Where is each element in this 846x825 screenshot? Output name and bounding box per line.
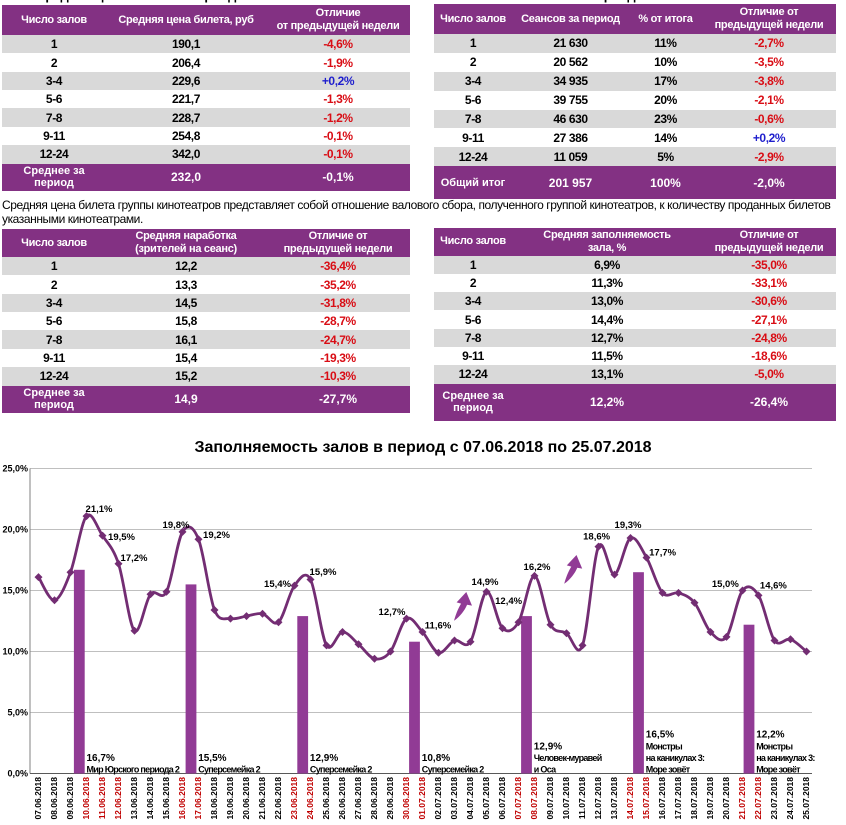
svg-text:19.06.2018: 19.06.2018 — [225, 777, 235, 820]
svg-text:05.07.2018: 05.07.2018 — [481, 777, 491, 820]
svg-text:12,2%: 12,2% — [756, 730, 784, 741]
svg-text:16,5%: 16,5% — [646, 730, 674, 741]
svg-text:Море зовёт: Море зовёт — [756, 765, 801, 775]
svg-text:12.06.2018: 12.06.2018 — [113, 777, 123, 820]
svg-text:10,8%: 10,8% — [422, 753, 450, 764]
svg-text:18.07.2018: 18.07.2018 — [689, 777, 699, 820]
svg-text:28.06.2018: 28.06.2018 — [369, 777, 379, 820]
svg-text:17.07.2018: 17.07.2018 — [673, 777, 683, 820]
svg-text:15,0%: 15,0% — [2, 586, 28, 596]
svg-text:Море зовёт: Море зовёт — [646, 765, 691, 775]
svg-text:12,4%: 12,4% — [495, 596, 522, 607]
svg-text:25.07.2018: 25.07.2018 — [801, 777, 811, 820]
svg-text:19,8%: 19,8% — [163, 520, 190, 531]
svg-text:Суперсемейка 2: Суперсемейка 2 — [310, 765, 372, 775]
svg-text:17,2%: 17,2% — [121, 553, 148, 564]
svg-text:02.07.2018: 02.07.2018 — [433, 777, 443, 820]
svg-text:04.07.2018: 04.07.2018 — [465, 777, 475, 820]
svg-text:16,2%: 16,2% — [524, 562, 551, 573]
svg-text:07.07.2018: 07.07.2018 — [513, 777, 523, 820]
svg-text:13.06.2018: 13.06.2018 — [129, 777, 139, 820]
svg-text:15.06.2018: 15.06.2018 — [161, 777, 171, 820]
svg-text:Суперсемейка 2: Суперсемейка 2 — [422, 765, 484, 775]
svg-text:14,6%: 14,6% — [760, 580, 787, 591]
svg-text:22.06.2018: 22.06.2018 — [273, 777, 283, 820]
svg-text:24.07.2018: 24.07.2018 — [785, 777, 795, 820]
svg-text:17,7%: 17,7% — [649, 548, 676, 559]
svg-text:25.06.2018: 25.06.2018 — [321, 777, 331, 820]
svg-text:26.06.2018: 26.06.2018 — [337, 777, 347, 820]
svg-text:13.07.2018: 13.07.2018 — [609, 777, 619, 820]
svg-text:Суперсемейка 2: Суперсемейка 2 — [198, 765, 260, 775]
svg-text:23.07.2018: 23.07.2018 — [769, 777, 779, 820]
svg-text:15,4%: 15,4% — [264, 579, 291, 590]
svg-text:20,0%: 20,0% — [2, 525, 28, 535]
svg-text:11.06.2018: 11.06.2018 — [97, 777, 107, 819]
svg-text:30.06.2018: 30.06.2018 — [401, 777, 411, 820]
svg-text:23.06.2018: 23.06.2018 — [289, 777, 299, 820]
svg-text:14,9%: 14,9% — [472, 577, 499, 588]
svg-text:08.06.2018: 08.06.2018 — [49, 777, 59, 820]
svg-text:Монстры: Монстры — [756, 741, 793, 751]
svg-text:19,5%: 19,5% — [108, 532, 135, 543]
svg-text:01.07.2018: 01.07.2018 — [417, 777, 427, 820]
svg-text:15,5%: 15,5% — [198, 753, 226, 764]
svg-text:0,0%: 0,0% — [7, 769, 28, 779]
svg-text:07.06.2018: 07.06.2018 — [33, 777, 43, 820]
svg-text:19,2%: 19,2% — [203, 530, 230, 541]
svg-text:Монстры: Монстры — [646, 741, 683, 751]
svg-text:Мир Юрского периода 2: Мир Юрского периода 2 — [87, 765, 180, 775]
svg-text:20.06.2018: 20.06.2018 — [241, 777, 251, 820]
svg-text:29.06.2018: 29.06.2018 — [385, 777, 395, 820]
svg-text:10.07.2018: 10.07.2018 — [561, 777, 571, 820]
svg-text:10.06.2018: 10.06.2018 — [81, 777, 91, 820]
svg-text:и Оса: и Оса — [534, 765, 557, 775]
svg-text:18.06.2018: 18.06.2018 — [209, 777, 219, 820]
svg-text:18,6%: 18,6% — [583, 532, 610, 543]
svg-text:5,0%: 5,0% — [7, 708, 28, 718]
svg-text:25,0%: 25,0% — [2, 464, 28, 474]
svg-text:22.07.2018: 22.07.2018 — [753, 777, 763, 820]
svg-text:21.06.2018: 21.06.2018 — [257, 777, 267, 820]
svg-text:16,7%: 16,7% — [87, 753, 115, 764]
svg-text:11,6%: 11,6% — [425, 621, 452, 632]
svg-text:27.06.2018: 27.06.2018 — [353, 777, 363, 820]
svg-text:15,0%: 15,0% — [712, 579, 739, 590]
svg-text:19.07.2018: 19.07.2018 — [705, 777, 715, 820]
svg-text:Человек-муравей: Человек-муравей — [534, 753, 602, 763]
svg-text:10,0%: 10,0% — [2, 647, 28, 657]
svg-text:21.07.2018: 21.07.2018 — [737, 777, 747, 820]
svg-text:12.07.2018: 12.07.2018 — [593, 777, 603, 820]
svg-text:12,9%: 12,9% — [534, 741, 562, 752]
svg-text:15,9%: 15,9% — [310, 567, 337, 578]
svg-text:08.07.2018: 08.07.2018 — [529, 777, 539, 820]
svg-text:21,1%: 21,1% — [86, 504, 113, 515]
svg-text:06.07.2018: 06.07.2018 — [497, 777, 507, 820]
svg-text:11.07.2018: 11.07.2018 — [577, 777, 587, 819]
svg-text:20.07.2018: 20.07.2018 — [721, 777, 731, 820]
svg-text:15.07.2018: 15.07.2018 — [641, 777, 651, 820]
svg-text:14.06.2018: 14.06.2018 — [145, 777, 155, 820]
svg-text:на каникулах 3:: на каникулах 3: — [756, 753, 815, 763]
svg-text:09.06.2018: 09.06.2018 — [65, 777, 75, 820]
svg-text:16.07.2018: 16.07.2018 — [657, 777, 667, 820]
svg-text:03.07.2018: 03.07.2018 — [449, 777, 459, 820]
svg-text:09.07.2018: 09.07.2018 — [545, 777, 555, 820]
svg-text:17.06.2018: 17.06.2018 — [193, 777, 203, 820]
svg-text:19,3%: 19,3% — [615, 520, 642, 531]
svg-text:12,7%: 12,7% — [379, 607, 406, 618]
svg-text:12,9%: 12,9% — [310, 753, 338, 764]
svg-text:на каникулах 3:: на каникулах 3: — [646, 753, 705, 763]
svg-text:24.06.2018: 24.06.2018 — [305, 777, 315, 820]
svg-text:16.06.2018: 16.06.2018 — [177, 777, 187, 820]
svg-text:14.07.2018: 14.07.2018 — [625, 777, 635, 820]
